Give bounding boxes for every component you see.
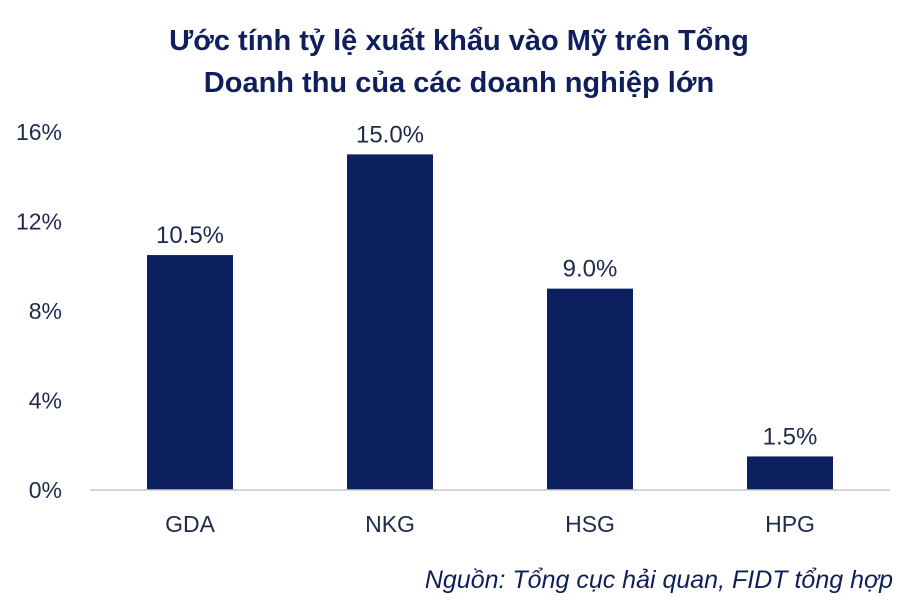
- x-axis-category-labels: GDA NKG HSG HPG: [165, 511, 815, 537]
- y-tick-label: 8%: [29, 298, 62, 324]
- chart-title-line-1: Ước tính tỷ lệ xuất khẩu vào Mỹ trên Tổn…: [169, 25, 749, 57]
- data-label-gda: 10.5%: [156, 222, 224, 249]
- category-label-gda: GDA: [165, 511, 216, 537]
- y-axis-tick-labels: 0% 4% 8% 12% 16%: [16, 119, 62, 503]
- y-tick-label: 12%: [16, 209, 62, 235]
- y-tick-label: 0%: [29, 477, 62, 503]
- data-label-nkg: 15.0%: [356, 121, 424, 148]
- bar-data-labels: 10.5% 15.0% 9.0% 1.5%: [156, 121, 817, 450]
- category-label-hpg: HPG: [765, 511, 815, 537]
- chart-title-line-2: Doanh thu của các doanh nghiệp lớn: [204, 67, 714, 99]
- source-note: Nguồn: Tổng cục hải quan, FIDT tổng hợp: [425, 566, 893, 594]
- bars: [147, 154, 833, 490]
- bar-gda: [147, 255, 233, 490]
- bar-hpg: [747, 456, 833, 490]
- y-tick-label: 16%: [16, 119, 62, 145]
- y-tick-label: 4%: [29, 388, 62, 414]
- bar-hsg: [547, 288, 633, 490]
- data-label-hpg: 1.5%: [763, 423, 818, 450]
- bar-nkg: [347, 154, 433, 490]
- data-label-hsg: 9.0%: [563, 256, 618, 283]
- category-label-nkg: NKG: [365, 511, 415, 537]
- category-label-hsg: HSG: [565, 511, 615, 537]
